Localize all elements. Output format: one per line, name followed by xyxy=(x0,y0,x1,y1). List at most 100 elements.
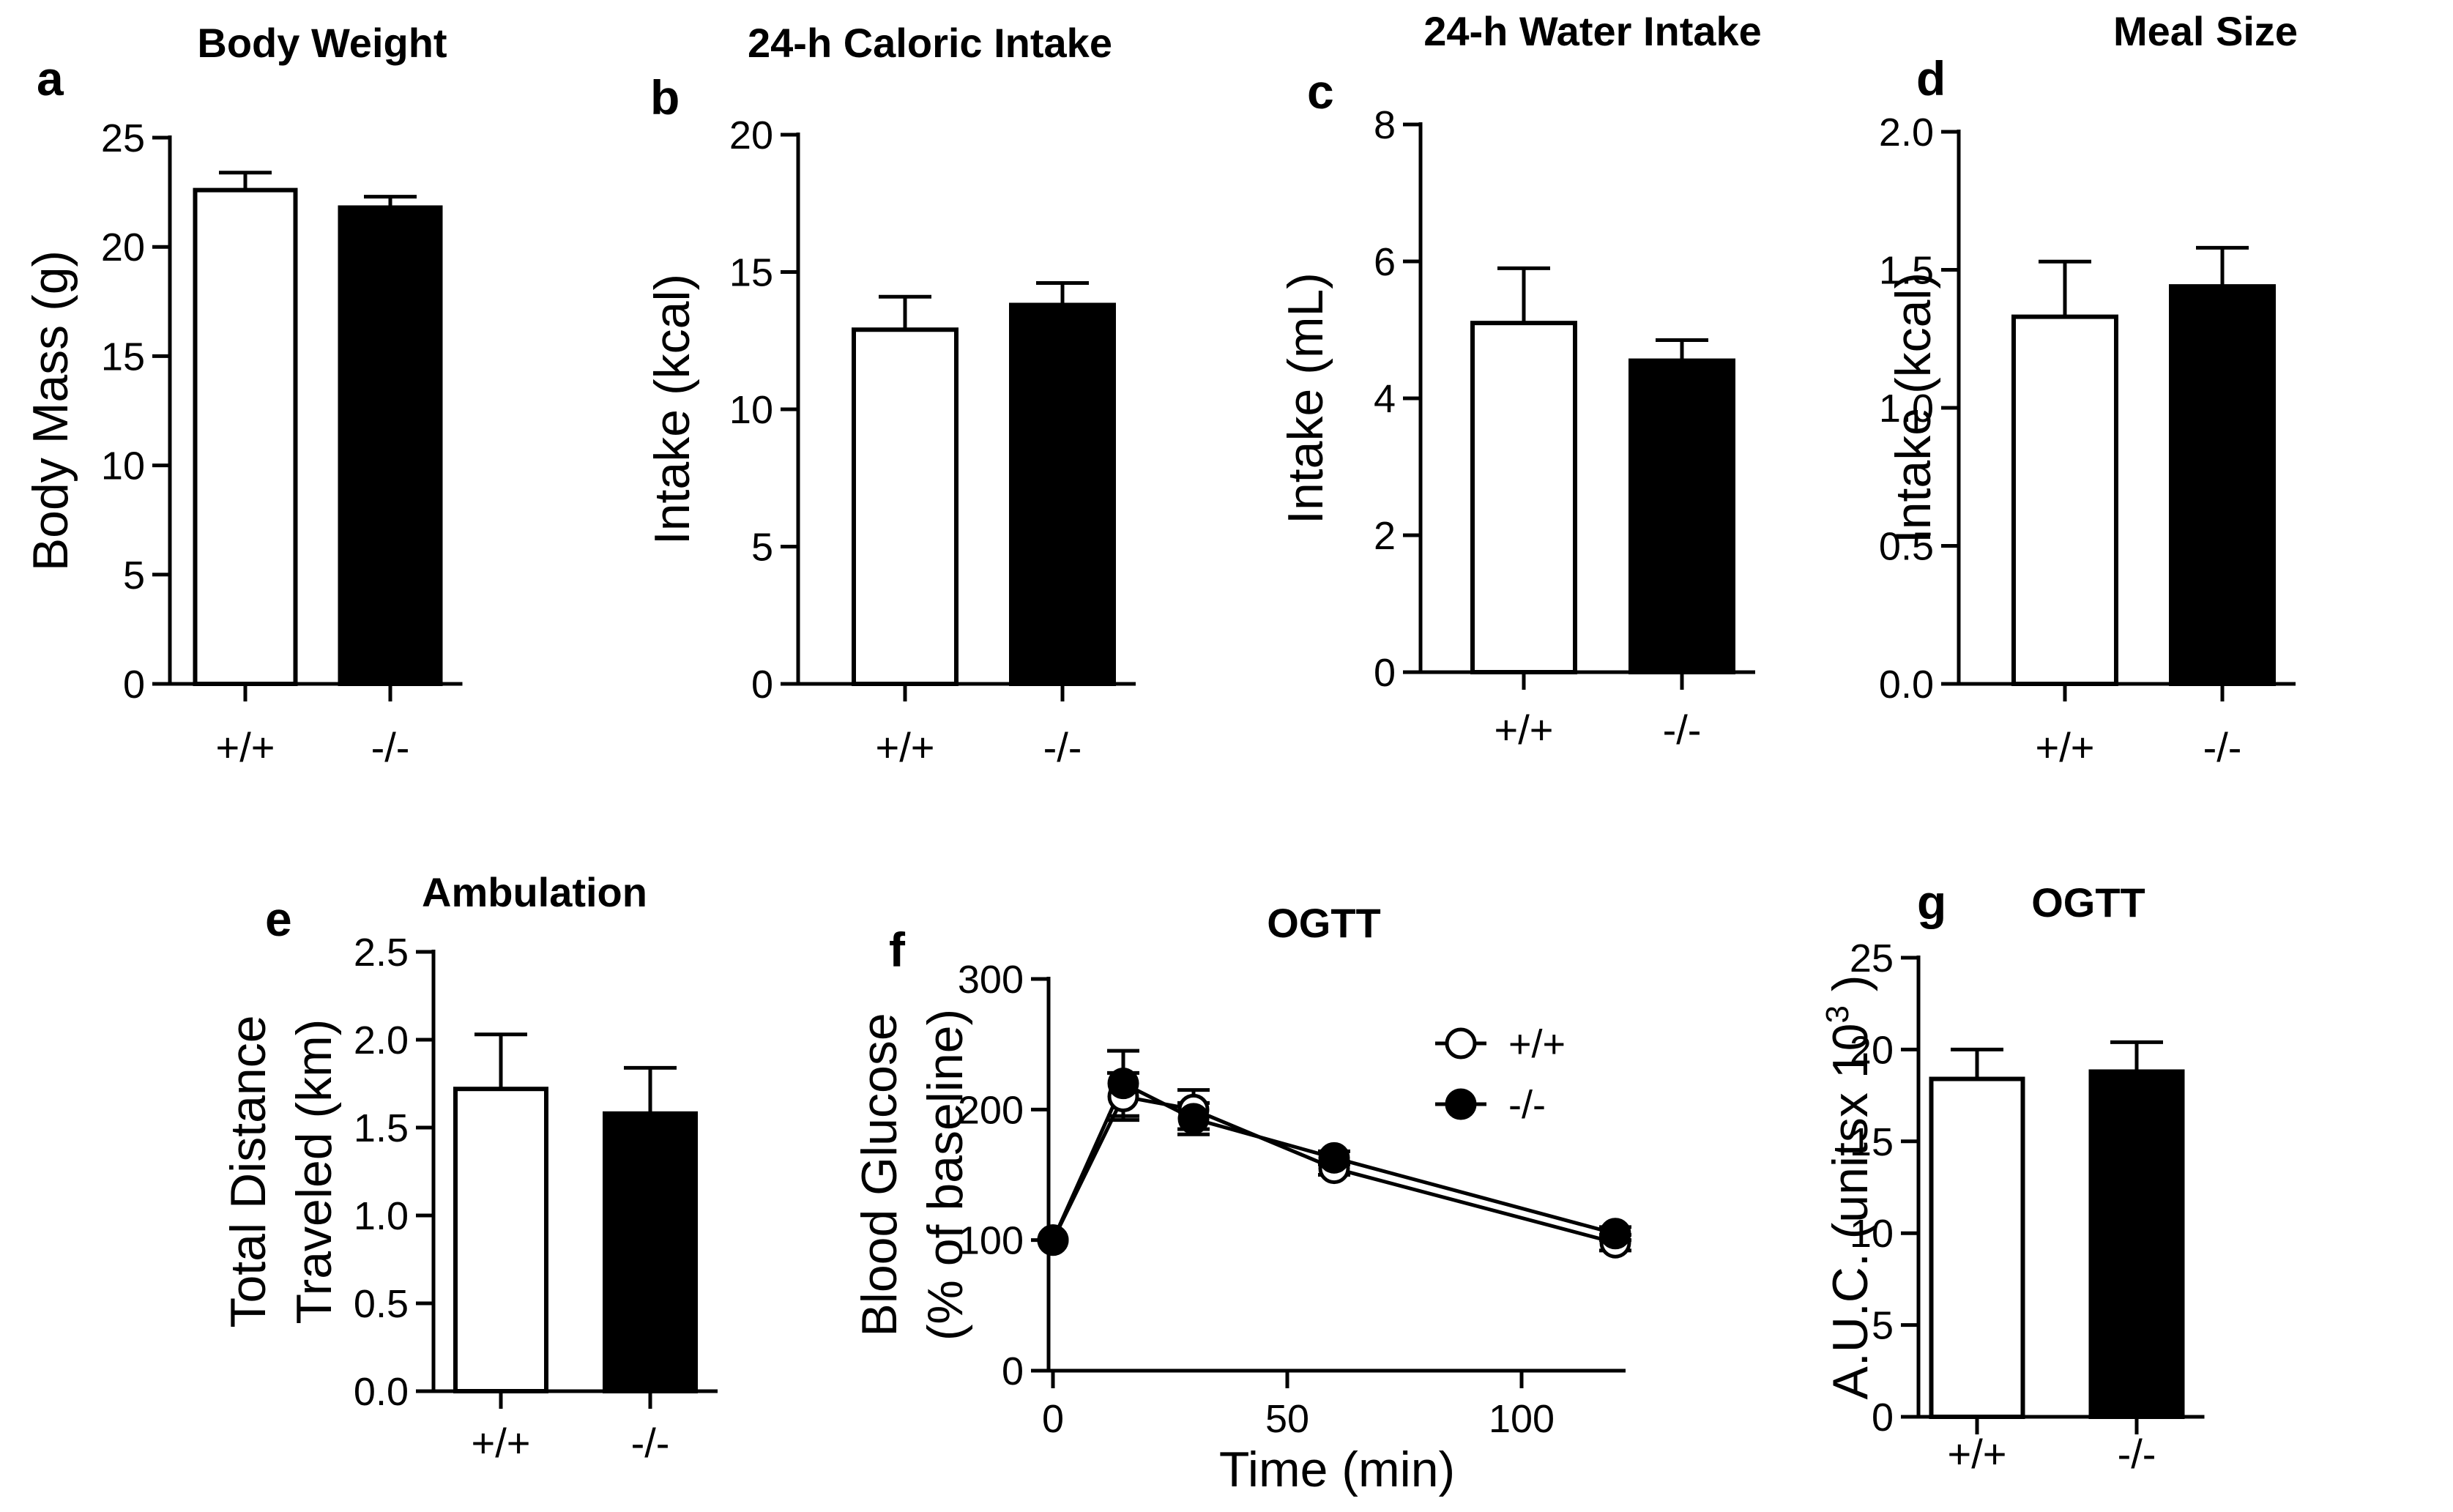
legend-marker-knockout xyxy=(1445,1088,1477,1120)
y-tick-label: 0 xyxy=(1872,1396,1894,1440)
y-tick-label: 20 xyxy=(729,113,773,157)
chart-a: a Body Weight 0 5 10 15 20 25 Body Mass (g) +/+ -/… xyxy=(23,20,463,770)
chart-c: c 24-h Water Intake 0 2 4 6 8 Intake (mL) +/+ -/- xyxy=(1278,8,1762,753)
category-label: -/- xyxy=(2118,1431,2156,1477)
y-axis-label-main: A.U.C. (unitsx 10 xyxy=(1823,1024,1878,1400)
y-tick-label: 25 xyxy=(1850,936,1894,980)
x-tick-label: 50 xyxy=(1265,1397,1309,1441)
y-tick-label: 0 xyxy=(751,663,773,707)
category-label: +/+ xyxy=(1494,707,1554,753)
panel-letter-c: c xyxy=(1307,64,1334,119)
bar-knockout xyxy=(1009,302,1116,686)
chart-title-e: Ambulation xyxy=(422,869,647,915)
bar-knockout xyxy=(603,1111,698,1394)
chart-title-d: Meal Size xyxy=(2113,8,2298,54)
category-label: +/+ xyxy=(472,1420,531,1466)
bar-wildtype xyxy=(1470,321,1577,674)
chart-b: b 24-h Caloric Intake 0 5 10 15 20 Intake (kcal… xyxy=(644,20,1136,770)
y-tick-label: 0 xyxy=(1002,1349,1024,1393)
category-label: -/- xyxy=(2203,724,2242,770)
bar-wildtype xyxy=(852,327,959,686)
y-axis-label: Intake (kcal) xyxy=(1886,272,1941,543)
data-point-knockout xyxy=(1037,1224,1069,1256)
y-tick-label: 1.0 xyxy=(1879,387,1934,431)
data-point-knockout xyxy=(1177,1103,1210,1135)
y-tick-label: 6 xyxy=(1374,240,1396,284)
y-axis-label: Intake (kcal) xyxy=(644,274,700,545)
y-tick-label: 20 xyxy=(101,226,145,269)
y-tick-label: 100 xyxy=(958,1219,1024,1263)
panel-letter-e: e xyxy=(265,892,292,946)
x-tick-label: 100 xyxy=(1489,1397,1555,1441)
y-axis-label-line2: Traveled (km) xyxy=(286,1019,342,1325)
category-label: +/+ xyxy=(216,724,275,770)
chart-e: e Ambulation 0.0 0.5 1.0 1.5 2.0 2.5 Total Dista… xyxy=(220,869,718,1466)
panel-letter-d: d xyxy=(1916,51,1946,105)
y-tick-label: 2 xyxy=(1374,514,1396,558)
chart-title-f: OGTT xyxy=(1267,900,1381,946)
bar-knockout xyxy=(1628,358,1735,674)
y-tick-label: 8 xyxy=(1374,103,1396,147)
y-tick-label: 15 xyxy=(1850,1120,1894,1164)
y-tick-label: 5 xyxy=(1872,1304,1894,1348)
y-tick-label: 200 xyxy=(958,1088,1024,1132)
bar-wildtype xyxy=(1929,1076,2025,1419)
category-label: -/- xyxy=(1043,724,1082,770)
x-axis-label: Time (min) xyxy=(1219,1442,1455,1497)
bar-knockout xyxy=(2169,284,2276,686)
chart-title-c: 24-h Water Intake xyxy=(1423,8,1762,54)
y-tick-label: 4 xyxy=(1374,377,1396,421)
x-tick-label: 0 xyxy=(1042,1397,1064,1441)
y-tick-label: 2.0 xyxy=(354,1018,409,1062)
y-tick-label: 1.5 xyxy=(1879,249,1934,293)
y-tick-label: 25 xyxy=(101,116,145,160)
legend-label: -/- xyxy=(1508,1083,1546,1127)
y-tick-label: 0 xyxy=(1374,651,1396,695)
y-tick-label: 10 xyxy=(1850,1212,1894,1256)
y-axis-label: A.U.C. (unitsx 103 ) xyxy=(1820,975,1878,1400)
panel-letter-b: b xyxy=(650,70,680,124)
y-tick-label: 0.5 xyxy=(354,1282,409,1326)
category-label: +/+ xyxy=(1948,1431,2007,1477)
category-label: -/- xyxy=(371,724,410,770)
y-tick-label: 5 xyxy=(123,554,145,597)
y-tick-label: 10 xyxy=(101,444,145,488)
chart-f: f OGTT 0 100 200 300 Blood Glucose (% of baseli… xyxy=(852,900,1631,1497)
y-tick-label: 2.0 xyxy=(1879,111,1934,154)
y-tick-label: 0 xyxy=(123,663,145,707)
y-axis-label-superscript: 3 xyxy=(1820,1005,1855,1023)
y-axis-label-suffix: ) xyxy=(1823,975,1878,1006)
y-tick-label: 5 xyxy=(751,526,773,570)
chart-title-a: Body Weight xyxy=(197,20,447,66)
category-label: -/- xyxy=(1663,707,1702,753)
y-tick-label: 0.5 xyxy=(1879,525,1934,569)
y-tick-label: 10 xyxy=(729,388,773,432)
data-point-knockout xyxy=(1318,1142,1350,1174)
bar-knockout xyxy=(2088,1069,2185,1419)
y-tick-label: 1.0 xyxy=(354,1194,409,1238)
panel-letter-a: a xyxy=(37,51,64,105)
y-axis-label: Body Mass (g) xyxy=(23,250,78,571)
y-tick-label: 300 xyxy=(958,958,1024,1002)
chart-title-g: OGTT xyxy=(2031,879,2145,926)
category-label: -/- xyxy=(631,1420,670,1466)
panel-letter-f: f xyxy=(889,923,906,977)
category-label: +/+ xyxy=(2036,724,2095,770)
y-tick-label: 0.0 xyxy=(1879,663,1934,707)
y-tick-label: 20 xyxy=(1850,1028,1894,1072)
y-axis-label: Intake (mL) xyxy=(1278,272,1333,524)
y-tick-label: 15 xyxy=(729,251,773,295)
bar-knockout xyxy=(338,205,443,687)
y-tick-label: 2.5 xyxy=(354,931,409,975)
legend-marker-wildtype xyxy=(1445,1027,1477,1059)
y-axis-label-line2: (% of baseline) xyxy=(917,1009,973,1341)
y-tick-label: 1.5 xyxy=(354,1106,409,1150)
y-tick-label: 15 xyxy=(101,335,145,379)
chart-title-b: 24-h Caloric Intake xyxy=(748,20,1112,66)
data-point-knockout xyxy=(1599,1218,1631,1250)
chart-d: d Meal Size 0.0 0.5 1.0 1.5 2.0 Intake (kcal) +/… xyxy=(1879,8,2298,770)
legend-label: +/+ xyxy=(1508,1022,1566,1066)
